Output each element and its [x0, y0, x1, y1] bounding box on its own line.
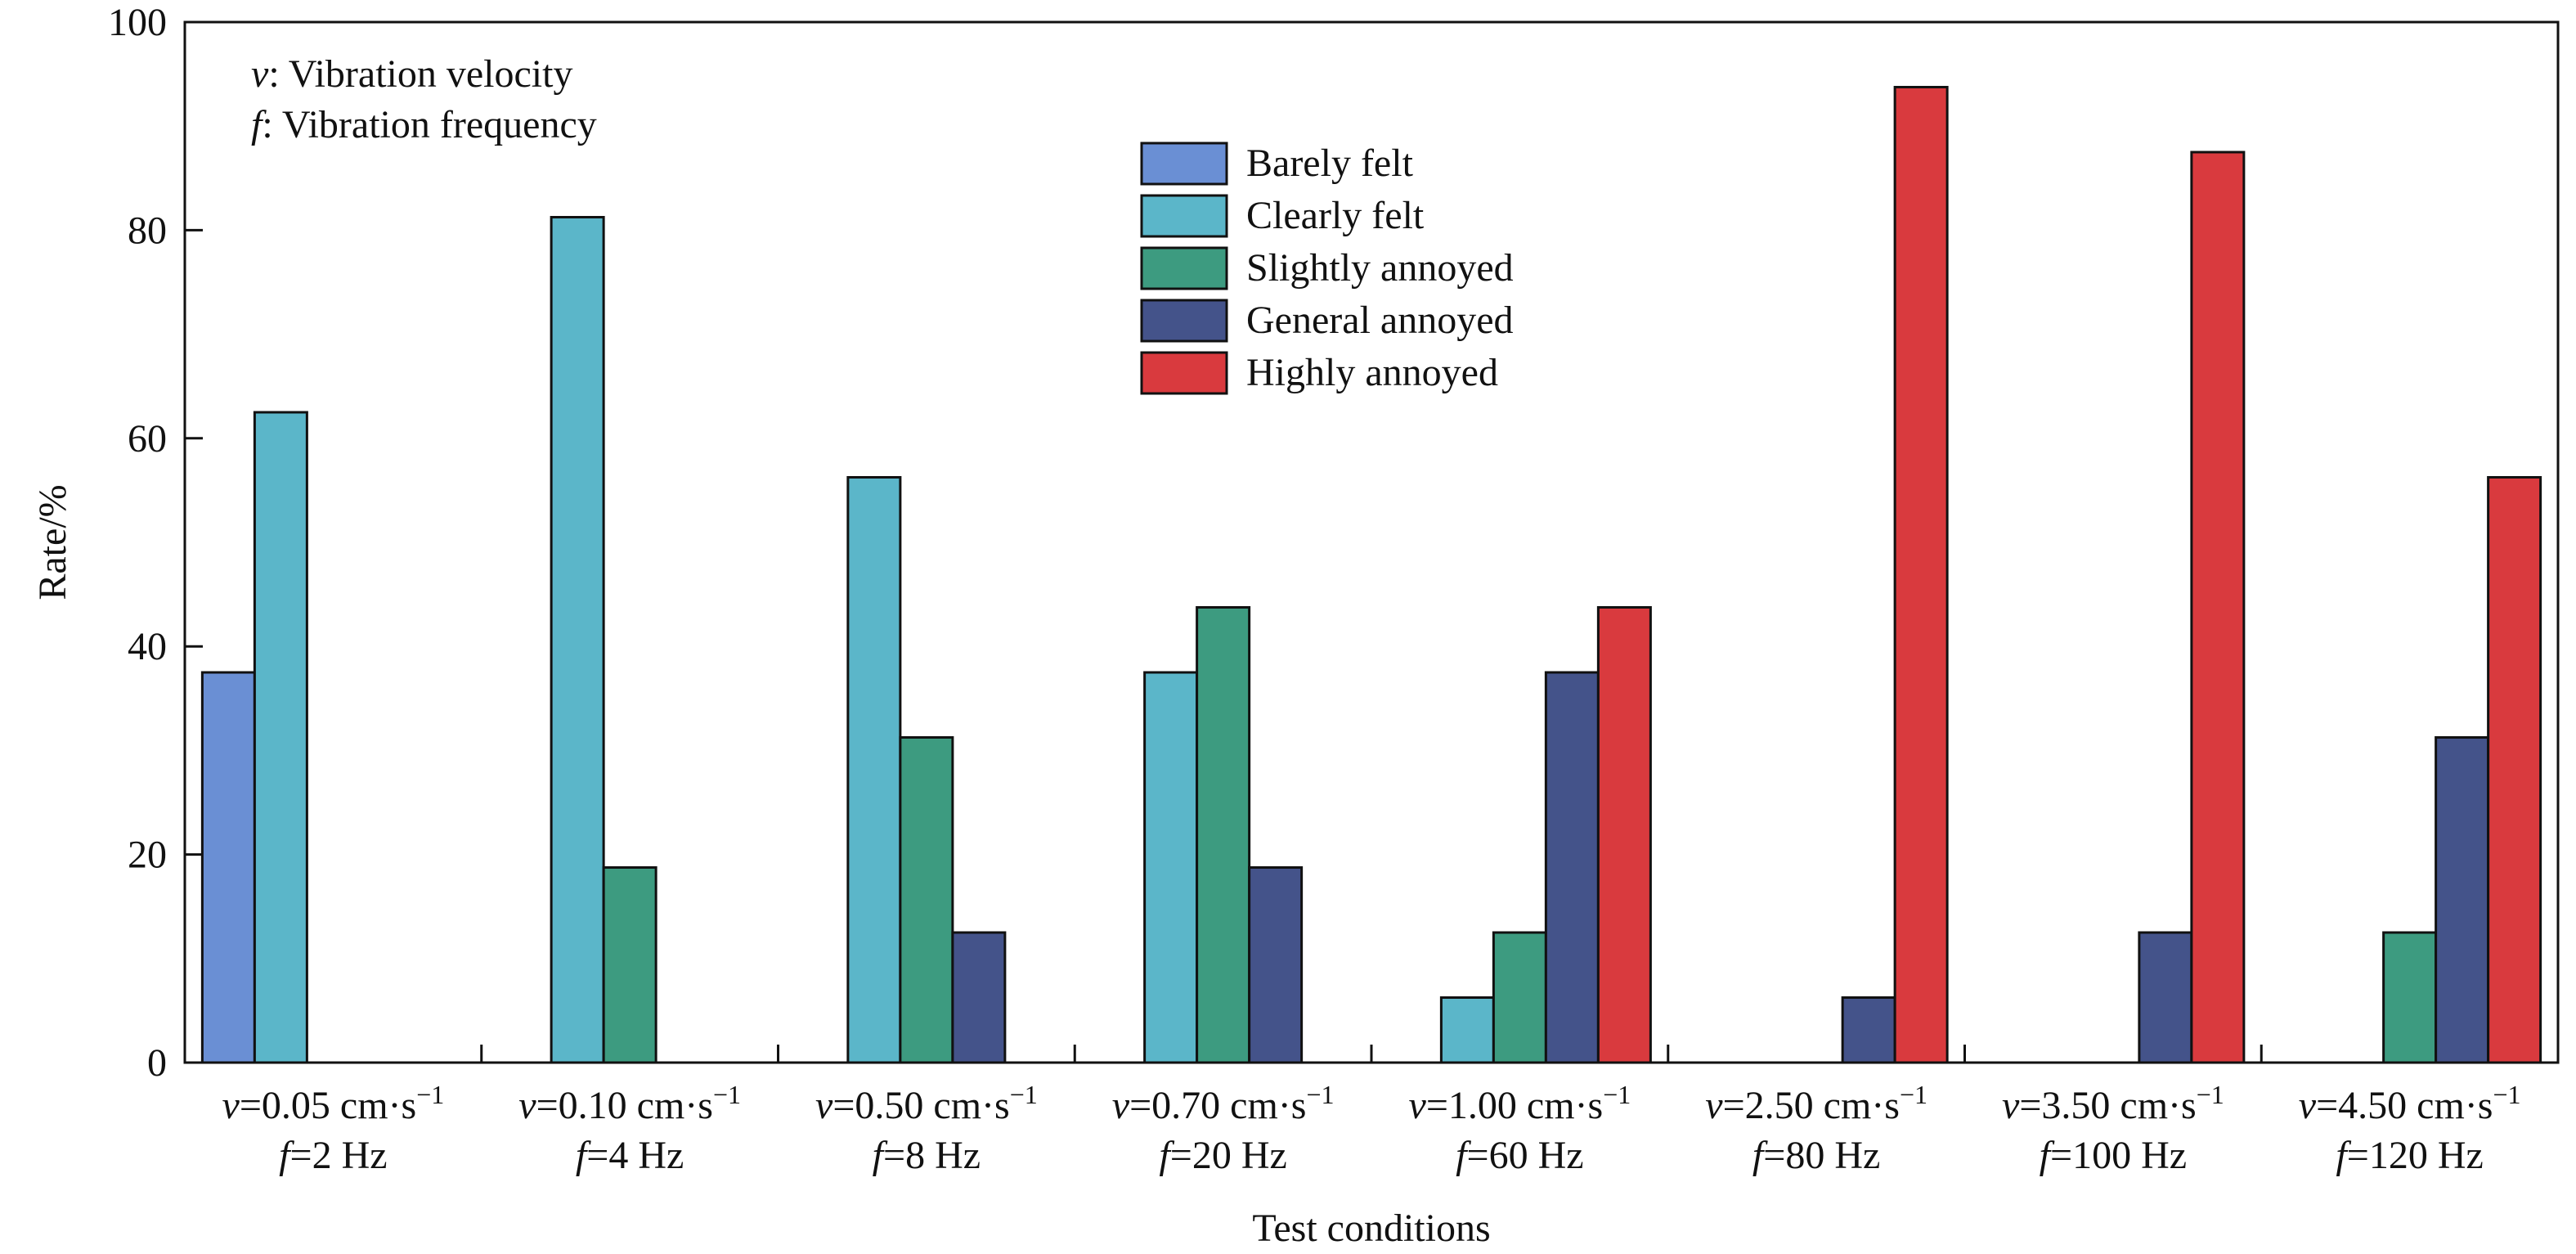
y-tick-label: 100	[108, 1, 167, 44]
velocity-symbol: v	[222, 1084, 240, 1127]
velocity-value: =1.00 cm·s	[1426, 1084, 1603, 1127]
velocity-exponent: −1	[2197, 1080, 2224, 1109]
note-velocity-text: : Vibration velocity	[268, 52, 572, 96]
x-tick-label-velocity: v=3.50 cm·s−1	[2002, 1080, 2224, 1127]
velocity-value: =0.50 cm·s	[832, 1084, 1009, 1127]
bar	[2382, 931, 2438, 1064]
bar	[602, 866, 657, 1064]
bar	[1544, 671, 1600, 1064]
velocity-symbol: v	[518, 1084, 536, 1127]
legend-swatch	[1140, 194, 1228, 238]
legend-label: General annoyed	[1246, 299, 1514, 342]
velocity-symbol: v	[1409, 1084, 1427, 1127]
x-tick-label-velocity: v=0.50 cm·s−1	[815, 1080, 1038, 1127]
x-tick-label-frequency: f=120 Hz	[2336, 1134, 2483, 1177]
velocity-value: =2.50 cm·s	[1723, 1084, 1900, 1127]
bar	[1492, 931, 1547, 1064]
velocity-exponent: −1	[1603, 1080, 1631, 1109]
x-tick-label-frequency: f=60 Hz	[1456, 1134, 1583, 1177]
x-axis-label: Test conditions	[1252, 1207, 1490, 1250]
x-tick-label-frequency: f=20 Hz	[1159, 1134, 1286, 1177]
legend: Barely felt Clearly felt Slightly annoyed G…	[1140, 142, 1514, 395]
x-axis: v=0.05 cm·s−1f=2 Hzv=0.10 cm·s−1f=4 Hzv=…	[222, 1045, 2521, 1177]
bar	[1439, 996, 1495, 1064]
note-velocity-symbol: v	[251, 52, 269, 96]
bar	[253, 411, 308, 1064]
y-tick-label: 0	[147, 1041, 167, 1085]
velocity-exponent: −1	[1010, 1080, 1038, 1109]
velocity-exponent: −1	[2493, 1080, 2520, 1109]
velocity-value: =0.05 cm·s	[240, 1084, 416, 1127]
x-tick-label-frequency: f=80 Hz	[1752, 1134, 1880, 1177]
bar	[951, 931, 1007, 1064]
x-tick-label-frequency: f=8 Hz	[873, 1134, 981, 1177]
bar	[1841, 996, 1896, 1064]
velocity-symbol: v	[815, 1084, 833, 1127]
legend-label: Highly annoyed	[1246, 351, 1498, 394]
legend-swatch	[1140, 142, 1228, 186]
y-axis-label: Rate/%	[31, 484, 74, 600]
bar	[2138, 931, 2193, 1064]
x-tick-label-velocity: v=1.00 cm·s−1	[1409, 1080, 1631, 1127]
frequency-value: =2 Hz	[290, 1134, 388, 1177]
x-tick-label-velocity: v=4.50 cm·s−1	[2299, 1080, 2521, 1127]
y-tick-label: 80	[128, 209, 167, 252]
velocity-value: =0.10 cm·s	[536, 1084, 713, 1127]
frequency-value: =120 Hz	[2347, 1134, 2484, 1177]
velocity-symbol: v	[2002, 1084, 2020, 1127]
bar	[846, 476, 902, 1064]
velocity-exponent: −1	[416, 1080, 444, 1109]
frequency-value: =20 Hz	[1170, 1134, 1287, 1177]
y-tick-label: 60	[128, 417, 167, 461]
velocity-exponent: −1	[1306, 1080, 1334, 1109]
frequency-value: =8 Hz	[883, 1134, 981, 1177]
note-frequency-text: : Vibration frequency	[262, 103, 596, 146]
bar	[2487, 476, 2542, 1064]
frequency-value: =60 Hz	[1467, 1134, 1584, 1177]
bar	[200, 671, 256, 1064]
bar	[550, 216, 605, 1064]
bar	[899, 736, 954, 1064]
x-tick-label-frequency: f=2 Hz	[279, 1134, 387, 1177]
frequency-value: =80 Hz	[1763, 1134, 1880, 1177]
x-tick-label-velocity: v=0.10 cm·s−1	[518, 1080, 741, 1127]
legend-label: Clearly felt	[1246, 194, 1425, 237]
bar	[1196, 606, 1251, 1064]
note-velocity: v: Vibration velocity	[251, 52, 572, 96]
legend-swatch	[1140, 246, 1228, 290]
x-tick-label-velocity: v=2.50 cm·s−1	[1705, 1080, 1928, 1127]
velocity-symbol: v	[1112, 1084, 1130, 1127]
bar	[2190, 151, 2246, 1064]
legend-label: Barely felt	[1246, 142, 1414, 185]
velocity-value: =4.50 cm·s	[2316, 1084, 2493, 1127]
x-tick-label-frequency: f=4 Hz	[576, 1134, 684, 1177]
velocity-symbol: v	[2299, 1084, 2317, 1127]
bar	[1248, 866, 1304, 1064]
velocity-exponent: −1	[1900, 1080, 1928, 1109]
note-frequency: f: Vibration frequency	[251, 103, 597, 146]
y-tick-label: 40	[128, 625, 167, 668]
y-tick-label: 20	[128, 834, 167, 877]
legend-swatch	[1140, 351, 1228, 395]
x-tick-label-velocity: v=0.05 cm·s−1	[222, 1080, 445, 1127]
x-tick-label-velocity: v=0.70 cm·s−1	[1112, 1080, 1335, 1127]
velocity-symbol: v	[1705, 1084, 1723, 1127]
velocity-value: =0.70 cm·s	[1129, 1084, 1306, 1127]
y-axis: 0 20 40 60 80 100	[108, 1, 203, 1085]
velocity-exponent: −1	[713, 1080, 741, 1109]
velocity-value: =3.50 cm·s	[2019, 1084, 2196, 1127]
bar	[2435, 736, 2490, 1064]
legend-label: Slightly annoyed	[1246, 246, 1514, 290]
frequency-value: =100 Hz	[2050, 1134, 2187, 1177]
bars-layer	[200, 86, 2542, 1064]
bar	[1893, 86, 1949, 1064]
notes: v: Vibration velocity f: Vibration frequ…	[251, 52, 597, 146]
bar	[1596, 606, 1652, 1064]
x-tick-label-frequency: f=100 Hz	[2040, 1134, 2187, 1177]
frequency-value: =4 Hz	[586, 1134, 684, 1177]
legend-swatch	[1140, 299, 1228, 343]
bar	[1143, 671, 1199, 1064]
